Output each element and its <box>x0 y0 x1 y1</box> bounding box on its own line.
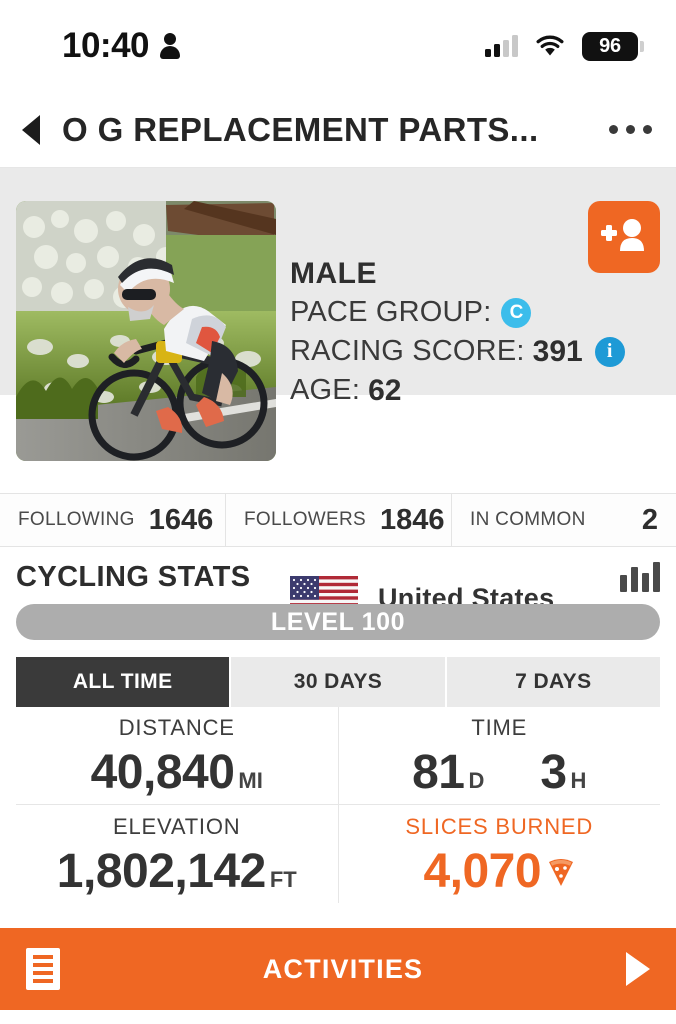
more-options-icon[interactable] <box>597 125 652 134</box>
distance-label: DISTANCE <box>118 715 235 740</box>
time-hours-value: 3 <box>540 746 567 799</box>
status-left-group: 10:40 <box>62 26 181 66</box>
in-common-value: 2 <box>641 503 658 536</box>
profile-section: MALE PACE GROUP: C RACING SCORE: 391 i A… <box>0 168 676 620</box>
following-value: 1646 <box>148 503 214 536</box>
time-days-unit: D <box>468 768 485 793</box>
slices-burned-cell: SLICES BURNED 4,070 <box>339 805 661 903</box>
wifi-icon <box>535 35 565 57</box>
following-cell[interactable]: FOLLOWING 1646 <box>0 494 226 546</box>
status-bar: 10:40 96 <box>0 0 676 92</box>
age-label: AGE: <box>290 374 361 406</box>
tab-7-days[interactable]: 7 DAYS <box>446 657 660 707</box>
status-time: 10:40 <box>62 26 150 65</box>
back-arrow-icon[interactable] <box>22 114 40 145</box>
in-common-label: IN COMMON <box>470 509 586 530</box>
stats-grid: DISTANCE 40,840 MI TIME 81 D 3 H ELEVAT <box>16 707 660 903</box>
pace-group-row: PACE GROUP: C <box>290 294 625 331</box>
avatar[interactable] <box>16 201 276 461</box>
level-label: LEVEL 100 <box>270 607 406 636</box>
racing-score-row: RACING SCORE: 391 i <box>290 333 625 370</box>
level-bar: LEVEL 100 <box>16 604 660 640</box>
chevron-right-icon[interactable] <box>626 952 650 986</box>
bar-chart-icon[interactable] <box>620 562 660 592</box>
activities-bar[interactable]: ACTIVITIES <box>0 928 676 1010</box>
cycling-stats-header: CYCLING STATS <box>0 553 676 601</box>
time-days-value: 81 <box>412 746 465 799</box>
battery-level: 96 <box>599 34 621 57</box>
time-value-row: 81 D 3 H <box>412 745 586 800</box>
slices-burned-value: 4,070 <box>423 844 542 898</box>
followers-label: FOLLOWERS <box>244 509 366 530</box>
racing-score-value: 391 <box>532 334 583 368</box>
time-label: TIME <box>471 715 528 740</box>
following-label: FOLLOWING <box>18 509 135 530</box>
elevation-cell: ELEVATION 1,802,142 FT <box>16 805 339 903</box>
distance-unit: MI <box>238 768 263 793</box>
activities-list-icon <box>26 948 60 990</box>
elevation-unit: FT <box>269 866 297 892</box>
pace-group-badge[interactable]: C <box>501 297 532 328</box>
time-cell: TIME 81 D 3 H <box>339 707 661 804</box>
signal-bars-icon <box>485 35 518 57</box>
elevation-value: 1,802,142 <box>56 844 267 898</box>
stats-row-1: DISTANCE 40,840 MI TIME 81 D 3 H <box>16 707 660 805</box>
gender-value: MALE <box>290 256 377 290</box>
social-counts-row: FOLLOWING 1646 FOLLOWERS 1846 IN COMMON … <box>0 493 676 547</box>
time-hours-unit: H <box>570 768 587 793</box>
add-friend-icon <box>601 215 647 260</box>
followers-value: 1846 <box>380 503 445 536</box>
elevation-value-row: 1,802,142 FT <box>57 844 297 899</box>
stats-row-2: ELEVATION 1,802,142 FT SLICES BURNED 4,0… <box>16 805 660 903</box>
stats-timeframe-tabs: ALL TIME 30 DAYS 7 DAYS <box>16 657 660 707</box>
elevation-label: ELEVATION <box>113 813 241 839</box>
status-right-group: 96 <box>485 31 644 61</box>
age-row: AGE: 62 <box>290 372 625 409</box>
cycling-stats-title: CYCLING STATS <box>16 560 251 593</box>
age-value: 62 <box>368 373 402 407</box>
activities-label: ACTIVITIES <box>262 953 424 984</box>
profile-info: MALE PACE GROUP: C RACING SCORE: 391 i A… <box>290 255 625 411</box>
add-friend-button[interactable] <box>588 201 660 273</box>
pizza-slice-icon <box>547 856 575 886</box>
person-icon <box>160 32 181 60</box>
slices-burned-label: SLICES BURNED <box>405 813 594 839</box>
followers-cell[interactable]: FOLLOWERS 1846 <box>226 494 452 546</box>
info-icon[interactable]: i <box>594 336 625 367</box>
distance-cell: DISTANCE 40,840 MI <box>16 707 339 804</box>
tab-all-time[interactable]: ALL TIME <box>16 657 232 707</box>
pace-group-label: PACE GROUP: <box>290 296 492 328</box>
in-common-cell[interactable]: IN COMMON 2 <box>452 494 676 546</box>
gender-row: MALE <box>290 255 625 292</box>
distance-value: 40,840 <box>90 746 235 799</box>
racing-score-label: RACING SCORE: <box>290 335 525 367</box>
nav-header: O G REPLACEMENT PARTS... <box>0 92 676 168</box>
battery-indicator: 96 <box>582 31 644 61</box>
slices-burned-value-row: 4,070 <box>423 844 575 899</box>
page-title: O G REPLACEMENT PARTS... <box>62 110 539 148</box>
distance-value-row: 40,840 MI <box>91 745 263 800</box>
tab-30-days[interactable]: 30 DAYS <box>231 657 447 707</box>
